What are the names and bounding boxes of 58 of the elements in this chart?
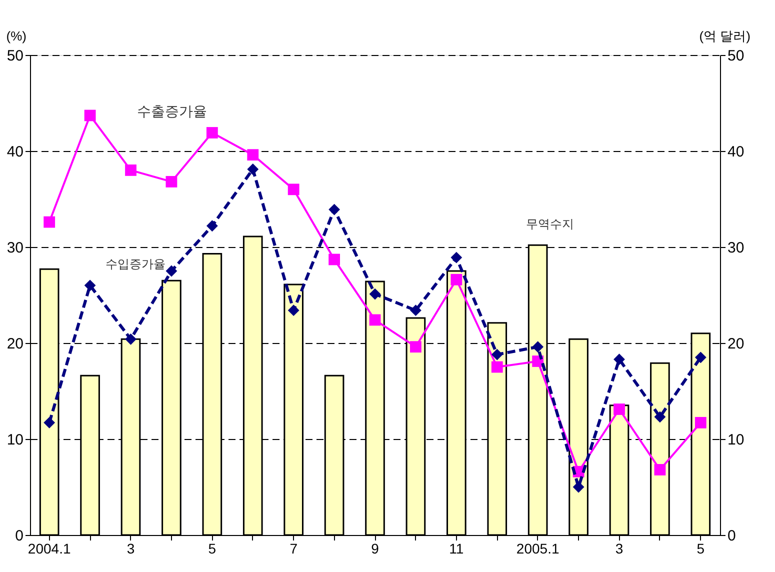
point [288,184,300,196]
point [44,216,56,228]
x-tick-label: 11 [449,540,464,556]
point [369,288,381,300]
point [694,416,706,428]
point [328,204,340,216]
y-tick-label: 0 [15,528,24,544]
point [206,127,218,138]
point [247,164,259,175]
x-tick-label: 3 [126,540,135,556]
point [491,348,503,360]
point [614,354,625,366]
point [491,361,503,373]
y-tick-label: 50 [6,48,24,64]
point [328,254,340,266]
y2-tick-label: 40 [728,144,744,160]
x-tick-label: 2004.1 [28,540,71,556]
point [654,411,666,423]
y-tick-label: 30 [6,240,24,256]
x-tick-label: 3 [615,540,624,556]
point [166,176,178,188]
y-tick-label: 20 [6,336,24,352]
y-axis-title: (%) [6,28,26,44]
point [84,110,96,122]
point [410,304,422,316]
x-tick-label: 5 [208,540,216,556]
point [410,341,422,353]
point [206,220,218,232]
x-tick-label: 5 [696,540,705,556]
point [654,464,666,476]
y-tick-label: 40 [6,144,24,160]
point [84,280,96,292]
point [450,274,462,286]
point [166,265,178,277]
point [125,164,136,176]
y2-tick-label: 0 [728,528,736,544]
x-tick-label: 2005.1 [516,540,560,556]
y2-tick-label: 30 [728,240,744,256]
point [369,314,381,326]
y-tick-label: 10 [6,432,24,448]
point [247,149,259,161]
point [694,352,706,364]
x-tick-label: 7 [290,540,298,556]
point [532,341,544,353]
series-label: 수출증가율 [137,102,208,119]
y2-tick-label: 10 [728,432,744,448]
y2-axis-title: (억 달러) [699,28,750,44]
series-label: 무역수지 [526,217,574,232]
point [125,333,136,345]
y2-tick-label: 50 [728,48,744,64]
x-tick-label: 9 [371,540,380,556]
y2-tick-label: 20 [728,336,744,352]
point [450,252,462,264]
point [288,304,300,316]
series-label: 수입증가율 [105,257,166,271]
point [44,416,56,428]
point [614,404,625,415]
point [572,481,584,493]
